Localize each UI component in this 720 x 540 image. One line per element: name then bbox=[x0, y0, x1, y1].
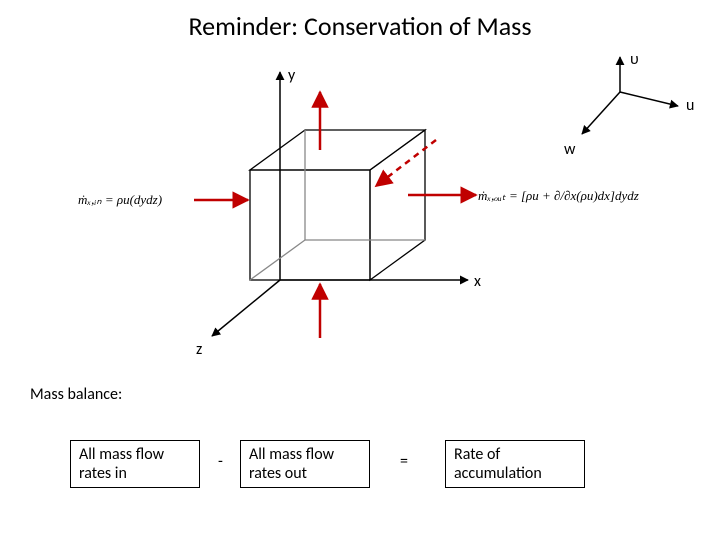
arrow-dashed-in bbox=[376, 140, 436, 186]
control-volume-cube bbox=[250, 130, 425, 280]
velocity-axes bbox=[582, 57, 678, 134]
flow-arrows bbox=[194, 92, 476, 338]
diagram-svg bbox=[0, 0, 720, 540]
z-axis bbox=[212, 280, 280, 336]
